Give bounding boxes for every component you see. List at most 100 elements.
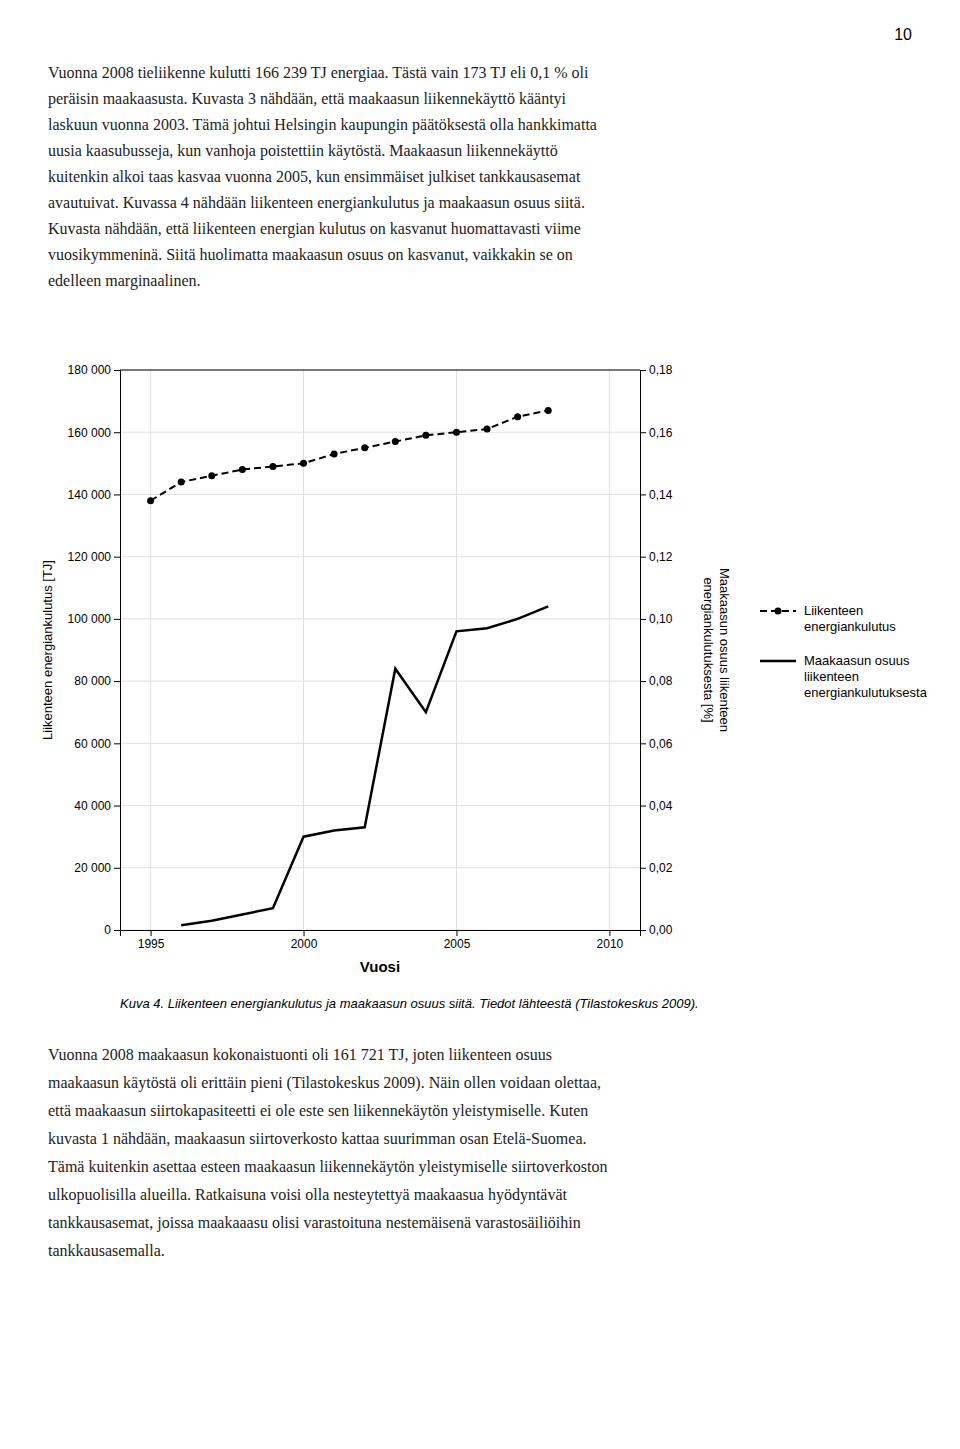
series-marker	[484, 426, 491, 433]
y-axis-title: Liikenteen energiankulutus [TJ]	[40, 560, 55, 740]
tick-mark	[640, 370, 646, 371]
tick-mark	[114, 868, 120, 869]
legend-label-line: energiankulutuksesta	[804, 685, 928, 700]
tick-mark	[114, 557, 120, 558]
tick: 1995	[138, 930, 165, 951]
legend-label-line: energiankulutus	[804, 619, 896, 634]
tick: 20 000	[74, 861, 120, 875]
paragraph-line: avautuivat. Kuvassa 4 nähdään liikenteen…	[48, 194, 585, 212]
tick-label: 120 000	[68, 550, 112, 564]
paragraph-line: Vuonna 2008 maakaasun kokonaistuonti oli…	[48, 1046, 552, 1064]
tick-mark	[114, 370, 120, 371]
tick: 160 000	[68, 426, 120, 440]
tick-label: 40 000	[74, 799, 111, 813]
tick-mark	[640, 432, 646, 433]
chart: 1995200020052010 0 20 000 40 000 60 000 80 00…	[40, 363, 732, 975]
tick-label: 0,08	[649, 674, 673, 688]
legend-label-line: Maakaasun osuus	[804, 653, 910, 668]
tick: 180 000	[68, 363, 120, 377]
tick-label: 0,14	[649, 488, 673, 502]
tick-label: 20 000	[74, 861, 111, 875]
legend: Liikenteenenergiankulutus Maakaasun osuus…	[760, 603, 928, 700]
axis-line	[121, 931, 641, 937]
tick-label: 0,18	[649, 363, 673, 377]
legend-label-line: liikenteen	[804, 669, 859, 684]
tick-mark	[114, 619, 120, 620]
tick-mark	[640, 494, 646, 495]
series-marker	[422, 432, 429, 439]
page: 10Vuonna 2008 tieliikenne kulutti 166 23…	[0, 0, 960, 1449]
tick-label: 0,06	[649, 737, 673, 751]
paragraph-line: Tämä kuitenkin asettaa esteen maakaasun …	[48, 1158, 607, 1176]
tick-label: 0,02	[649, 861, 673, 875]
tick-label: 0,00	[649, 923, 673, 937]
grid-line-y	[120, 556, 640, 557]
tick-mark	[114, 806, 120, 807]
tick-label: 1995	[138, 937, 165, 951]
grid	[120, 370, 640, 930]
tick: 60 000	[74, 737, 120, 751]
tick-mark	[114, 432, 120, 433]
tick-mark	[304, 930, 305, 936]
grid-line-x	[150, 370, 151, 930]
y2-axis-title-line: Maakaasun osuus liikenteen	[717, 568, 732, 732]
axis-line	[641, 371, 647, 931]
tick: 0,04	[640, 799, 673, 813]
tick: 2005	[444, 930, 471, 951]
x-axis-title: Vuosi	[360, 958, 400, 975]
series-marker	[239, 466, 246, 473]
tick-label: 0,10	[649, 612, 673, 626]
tick: 140 000	[68, 488, 120, 502]
tick: 40 000	[74, 799, 120, 813]
y2-axis-title-line: energiankulutuksesta [%]	[701, 577, 716, 722]
series-marker	[208, 472, 215, 479]
tick: 100 000	[68, 612, 120, 626]
tick: 80 000	[74, 674, 120, 688]
grid-line-x	[456, 370, 457, 930]
grid-line-y	[120, 867, 640, 868]
series-marker	[514, 413, 521, 420]
grid-line-y	[120, 494, 640, 495]
grid-line-y	[120, 370, 640, 371]
grid-line-y	[120, 805, 640, 806]
tick-mark	[114, 494, 120, 495]
series-marker	[147, 497, 154, 504]
text-above: Vuonna 2008 tieliikenne kulutti 166 239 …	[48, 64, 597, 290]
tick-label: 0,16	[649, 426, 673, 440]
legend-item: Maakaasun osuusliikenteenenergiankulutuk…	[760, 653, 928, 700]
series-marker	[361, 444, 368, 451]
legend-swatch	[760, 660, 796, 663]
paragraph-line: Vuonna 2008 tieliikenne kulutti 166 239 …	[48, 64, 589, 82]
tick-label: 0	[104, 923, 111, 937]
tick-mark	[640, 681, 646, 682]
tick: 0,10	[640, 612, 673, 626]
tick-mark	[640, 930, 646, 931]
tick-label: 0,04	[649, 799, 673, 813]
tick-mark	[114, 743, 120, 744]
x-axis: 1995200020052010	[121, 930, 641, 951]
tick-mark	[114, 930, 120, 931]
tick: 0,14	[640, 488, 673, 502]
plot-area	[147, 407, 552, 925]
series-marker	[392, 438, 399, 445]
grid-line-y	[120, 618, 640, 619]
tick-label: 140 000	[68, 488, 112, 502]
grid-line-y	[120, 432, 640, 433]
grid-line-y	[120, 681, 640, 682]
tick: 120 000	[68, 550, 120, 564]
plot-frame-top	[120, 370, 640, 371]
tick-mark	[640, 868, 646, 869]
legend-label: Liikenteenenergiankulutus	[804, 603, 896, 634]
y-axis: 0 20 000 40 000 60 000 80 000 100 000 120 000 1…	[68, 363, 121, 937]
tick: 0,00	[640, 923, 673, 937]
tick-mark	[640, 743, 646, 744]
tick-mark	[114, 681, 120, 682]
tick: 0,12	[640, 550, 673, 564]
tick: 0,18	[640, 363, 673, 377]
tick-mark	[640, 806, 646, 807]
tick: 0	[104, 923, 120, 937]
paragraph-line: kuitenkin alkoi taas kasvaa vuonna 2005,…	[48, 168, 581, 186]
tick-label: 2005	[444, 937, 471, 951]
series-marker	[178, 479, 185, 486]
tick-label: 60 000	[74, 737, 111, 751]
